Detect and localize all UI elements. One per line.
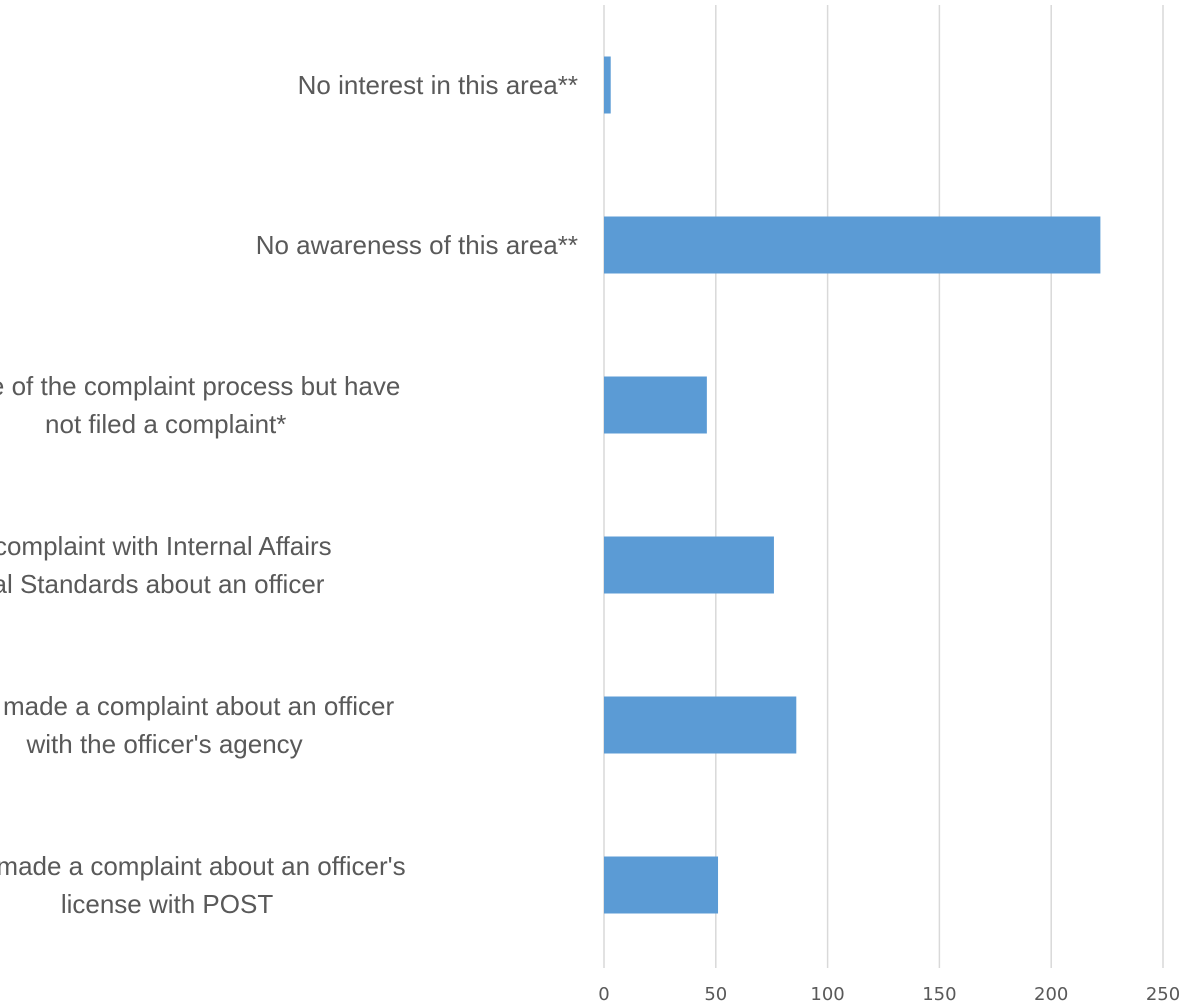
x-tick-label: 250 [1146, 984, 1180, 1005]
x-tick-label: 200 [1034, 984, 1068, 1005]
category-label-line: Have made a complaint about an officer's [0, 851, 406, 881]
x-tick-label: 150 [922, 984, 956, 1005]
x-tick-label: 0 [598, 984, 609, 1005]
grid-layer [603, 5, 1164, 968]
category-label: Aware of the complaint process but have n… [0, 371, 400, 439]
bar-layer [604, 56, 1101, 914]
bar [604, 856, 719, 914]
category-label: No interest in this area** [298, 70, 578, 100]
bar [604, 696, 797, 754]
category-label-line: or Professional Standards about an offic… [0, 569, 325, 599]
category-label-line: license with POST [61, 889, 274, 919]
category-label: Have made a complaint about an officer's… [0, 851, 406, 919]
category-label-line: with the officer's agency [26, 729, 303, 759]
bar [604, 56, 611, 114]
category-label-line: not filed a complaint* [45, 409, 286, 439]
category-label-line: Have made a complaint with Internal Affa… [0, 531, 332, 561]
bar [604, 536, 774, 594]
bar [604, 216, 1101, 274]
category-label: No awareness of this area** [256, 230, 578, 260]
category-label-line: No interest in this area** [298, 70, 578, 100]
x-tick-label: 100 [810, 984, 844, 1005]
category-label-line: Have made a complaint about an officer [0, 691, 394, 721]
category-label: Have made a complaint with Internal Affa… [0, 531, 332, 599]
category-label: Have made a complaint about an officer wi… [0, 691, 394, 759]
category-labels: No interest in this area** No awareness o… [0, 70, 578, 919]
category-label-line: No awareness of this area** [256, 230, 578, 260]
x-tick-label: 50 [704, 984, 727, 1005]
x-axis-tick-labels: 0 50 100 150 200 250 [598, 984, 1180, 1005]
bar [604, 376, 707, 434]
category-label-line: Aware of the complaint process but have [0, 371, 400, 401]
